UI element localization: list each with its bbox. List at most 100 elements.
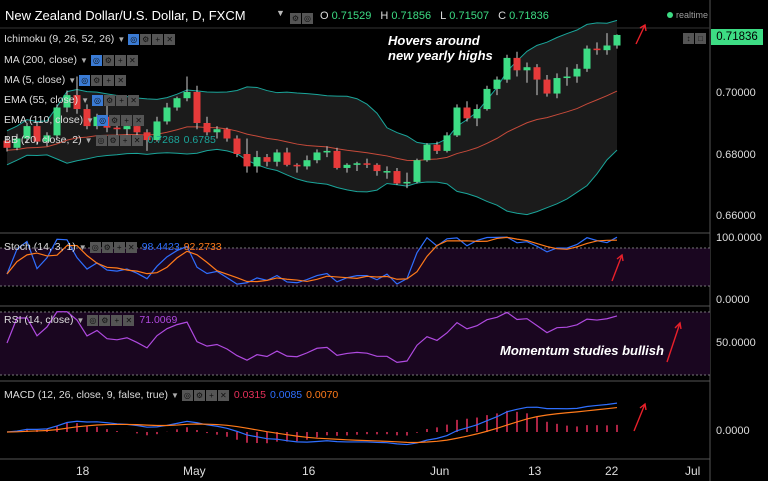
candle-body	[493, 79, 501, 89]
stoch-axis-label: 0.0000	[716, 294, 750, 306]
candle-body	[313, 152, 321, 161]
stoch-range-band	[0, 248, 710, 286]
candle-body	[23, 126, 31, 139]
candle-body	[13, 138, 21, 148]
candle-body	[453, 107, 461, 136]
settings-icon: ⚙	[91, 75, 103, 87]
candle-body	[163, 107, 171, 122]
candle-body	[443, 135, 451, 151]
more-icon: +	[113, 242, 125, 254]
candle-body	[193, 92, 201, 123]
candle-body	[213, 129, 221, 133]
candle-body	[223, 129, 231, 139]
close-value: 0.71836	[509, 10, 549, 22]
legend-ma200[interactable]: MA (200, close) ▼ ◎ ⚙ + ✕	[4, 54, 139, 67]
legend-ma5[interactable]: MA (5, close) ▼ ◎ ⚙ + ✕	[4, 74, 127, 87]
candle-body	[123, 126, 131, 130]
arrow-rsi-head	[674, 321, 682, 330]
time-axis-label: Jul	[685, 464, 700, 478]
stoch-k-line	[6, 236, 618, 285]
macd-axis-label: 0.0000	[716, 425, 750, 437]
legend-ichimoku[interactable]: Ichimoku (9, 26, 52, 26) ▼ ◎ ⚙ + ✕	[4, 33, 176, 46]
bb-lower-line	[6, 148, 618, 216]
candle-body	[583, 48, 591, 69]
eye-icon: ◎	[95, 135, 107, 147]
candle-body	[433, 144, 441, 151]
eye-icon: ◎	[90, 55, 102, 67]
rsi-line	[6, 311, 618, 363]
stoch-k-value: 98.4423	[141, 241, 180, 253]
candle-body	[3, 140, 11, 148]
price-axis-label: 0.70000	[716, 87, 756, 99]
candle-body	[183, 92, 191, 99]
eye-icon[interactable]: ◎	[302, 13, 313, 24]
candle-body	[603, 45, 611, 51]
candle-body	[73, 95, 81, 110]
annotation-momentum: Momentum studies bullish	[500, 343, 664, 358]
legend-ema110[interactable]: EMA (110, close) ▼ ◎ ⚙ + ✕	[4, 114, 145, 127]
bb-lower-value: 0.6785	[183, 134, 216, 146]
candle-body	[403, 181, 411, 184]
chevron-down-icon[interactable]: ▼	[276, 8, 285, 18]
candle-body	[243, 154, 251, 167]
more-icon: +	[119, 135, 131, 147]
bb-upper-value: 0.7268	[147, 134, 180, 146]
candle-body	[323, 150, 331, 153]
candle-body	[523, 67, 531, 71]
chevron-down-icon: ▼	[68, 76, 77, 85]
candle-body	[153, 121, 161, 141]
rsi-axis-label: 50.0000	[716, 337, 756, 349]
candle-body	[283, 152, 291, 165]
settings-icon: ⚙	[99, 315, 111, 327]
more-icon: +	[121, 115, 133, 127]
arrow-price	[635, 24, 646, 45]
eye-icon: ◎	[128, 34, 140, 46]
settings-icon: ⚙	[107, 135, 119, 147]
price-axis-label: 0.68000	[716, 149, 756, 161]
close-icon: ✕	[128, 95, 140, 107]
close-icon: ✕	[131, 135, 143, 147]
close-icon: ✕	[217, 390, 229, 402]
settings-icon: ⚙	[140, 34, 152, 46]
open-value: 0.71529	[331, 10, 372, 22]
legend-macd[interactable]: MACD (12, 26, close, 9, false, true) ▼ ◎ ⚙ +…	[4, 389, 339, 402]
more-icon: +	[111, 315, 123, 327]
arrow-stoch	[611, 254, 623, 282]
status-dot-icon	[667, 12, 673, 18]
candle-body	[33, 126, 41, 142]
candle-body	[253, 157, 261, 167]
maximize-icon[interactable]: □	[695, 33, 706, 44]
price-axis: 0.70000 0.68000 0.66000 100.0000 0.0000 …	[716, 87, 762, 437]
candle-body	[353, 163, 361, 165]
ohlc-readout: O 0.71529 H 0.71856 L 0.71507 C 0.71836	[320, 10, 549, 22]
candle-body	[363, 163, 371, 165]
chart-title: New Zealand Dollar/U.S. Dollar, D, FXCM	[5, 8, 246, 23]
candle-body	[573, 68, 581, 77]
candle-body	[233, 138, 241, 154]
candle-body	[613, 34, 621, 46]
candle-body	[383, 171, 391, 173]
eye-icon: ◎	[87, 315, 99, 327]
ema-line	[6, 90, 618, 162]
eye-icon: ◎	[97, 115, 109, 127]
stoch-d-value: 92.2733	[183, 241, 222, 253]
annotation-yearly-highs: Hovers around new yearly highs	[388, 33, 493, 63]
candle-body	[423, 144, 431, 161]
candle-body	[173, 98, 181, 108]
time-axis-label: 18	[76, 464, 90, 478]
legend-rsi[interactable]: RSI (14, close) ▼ ◎ ⚙ + ✕ 71.0069	[4, 314, 178, 327]
move-up-icon[interactable]: ↕	[683, 33, 694, 44]
settings-icon[interactable]: ⚙	[290, 13, 301, 24]
legend-bb[interactable]: BB (20, close, 2) ▼ ◎ ⚙ + ✕ 0.7268 0.6785	[4, 134, 216, 147]
macd-signal-line	[6, 406, 618, 444]
legend-ema55[interactable]: EMA (55, close) ▼ ◎ ⚙ + ✕	[4, 94, 140, 107]
candle-body	[343, 164, 351, 168]
candle-body	[563, 76, 571, 79]
stoch-pane	[0, 236, 710, 287]
price-pane	[3, 19, 621, 216]
chevron-down-icon: ▼	[86, 116, 95, 125]
high-value: 0.71856	[391, 10, 432, 22]
legend-stoch[interactable]: Stoch (14, 3, 1) ▼ ◎ ⚙ + ✕ 98.4423 92.2733	[4, 241, 222, 254]
candle-body	[263, 157, 271, 162]
arrow-macd	[633, 403, 646, 432]
